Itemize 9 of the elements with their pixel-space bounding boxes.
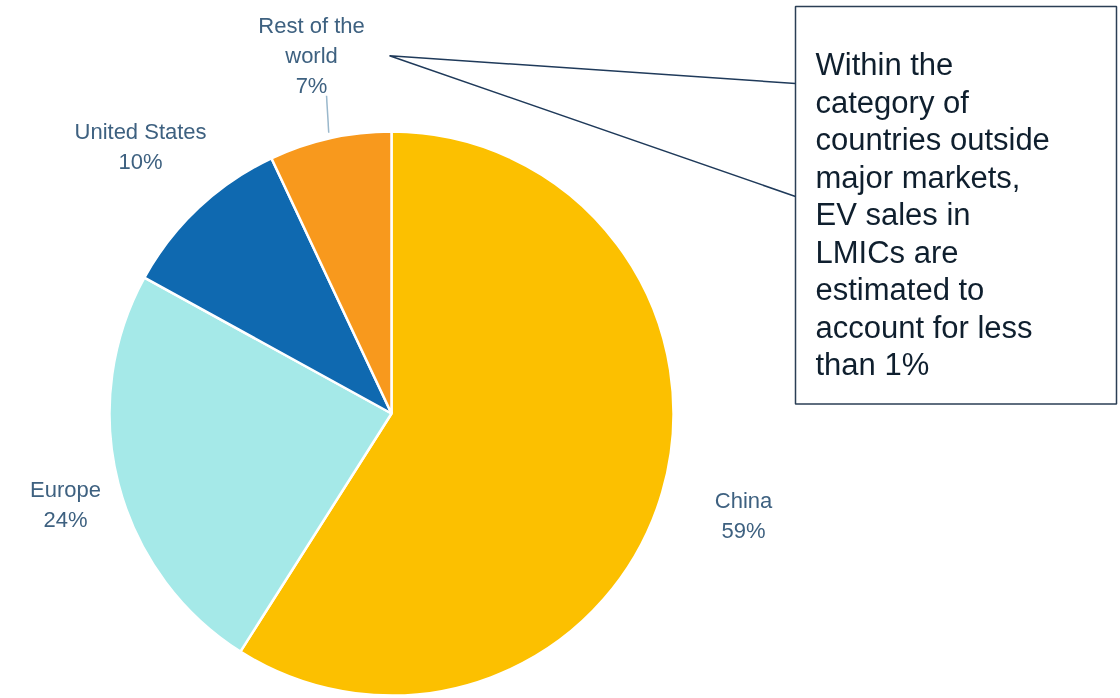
slice-label: Rest of the world [258,13,365,69]
slice-label: United States [74,118,207,144]
text: Within the category of countries outside major markets, EV sales in LMICs are estimated to account for less than 1% [815,47,1050,382]
slice-label: Europe [30,477,101,503]
data-label: 10% [118,148,163,174]
data-label: 59% [721,518,766,544]
data-label: 7% [295,73,328,99]
data-label: 24% [43,507,88,533]
slice-label: China [714,488,774,514]
